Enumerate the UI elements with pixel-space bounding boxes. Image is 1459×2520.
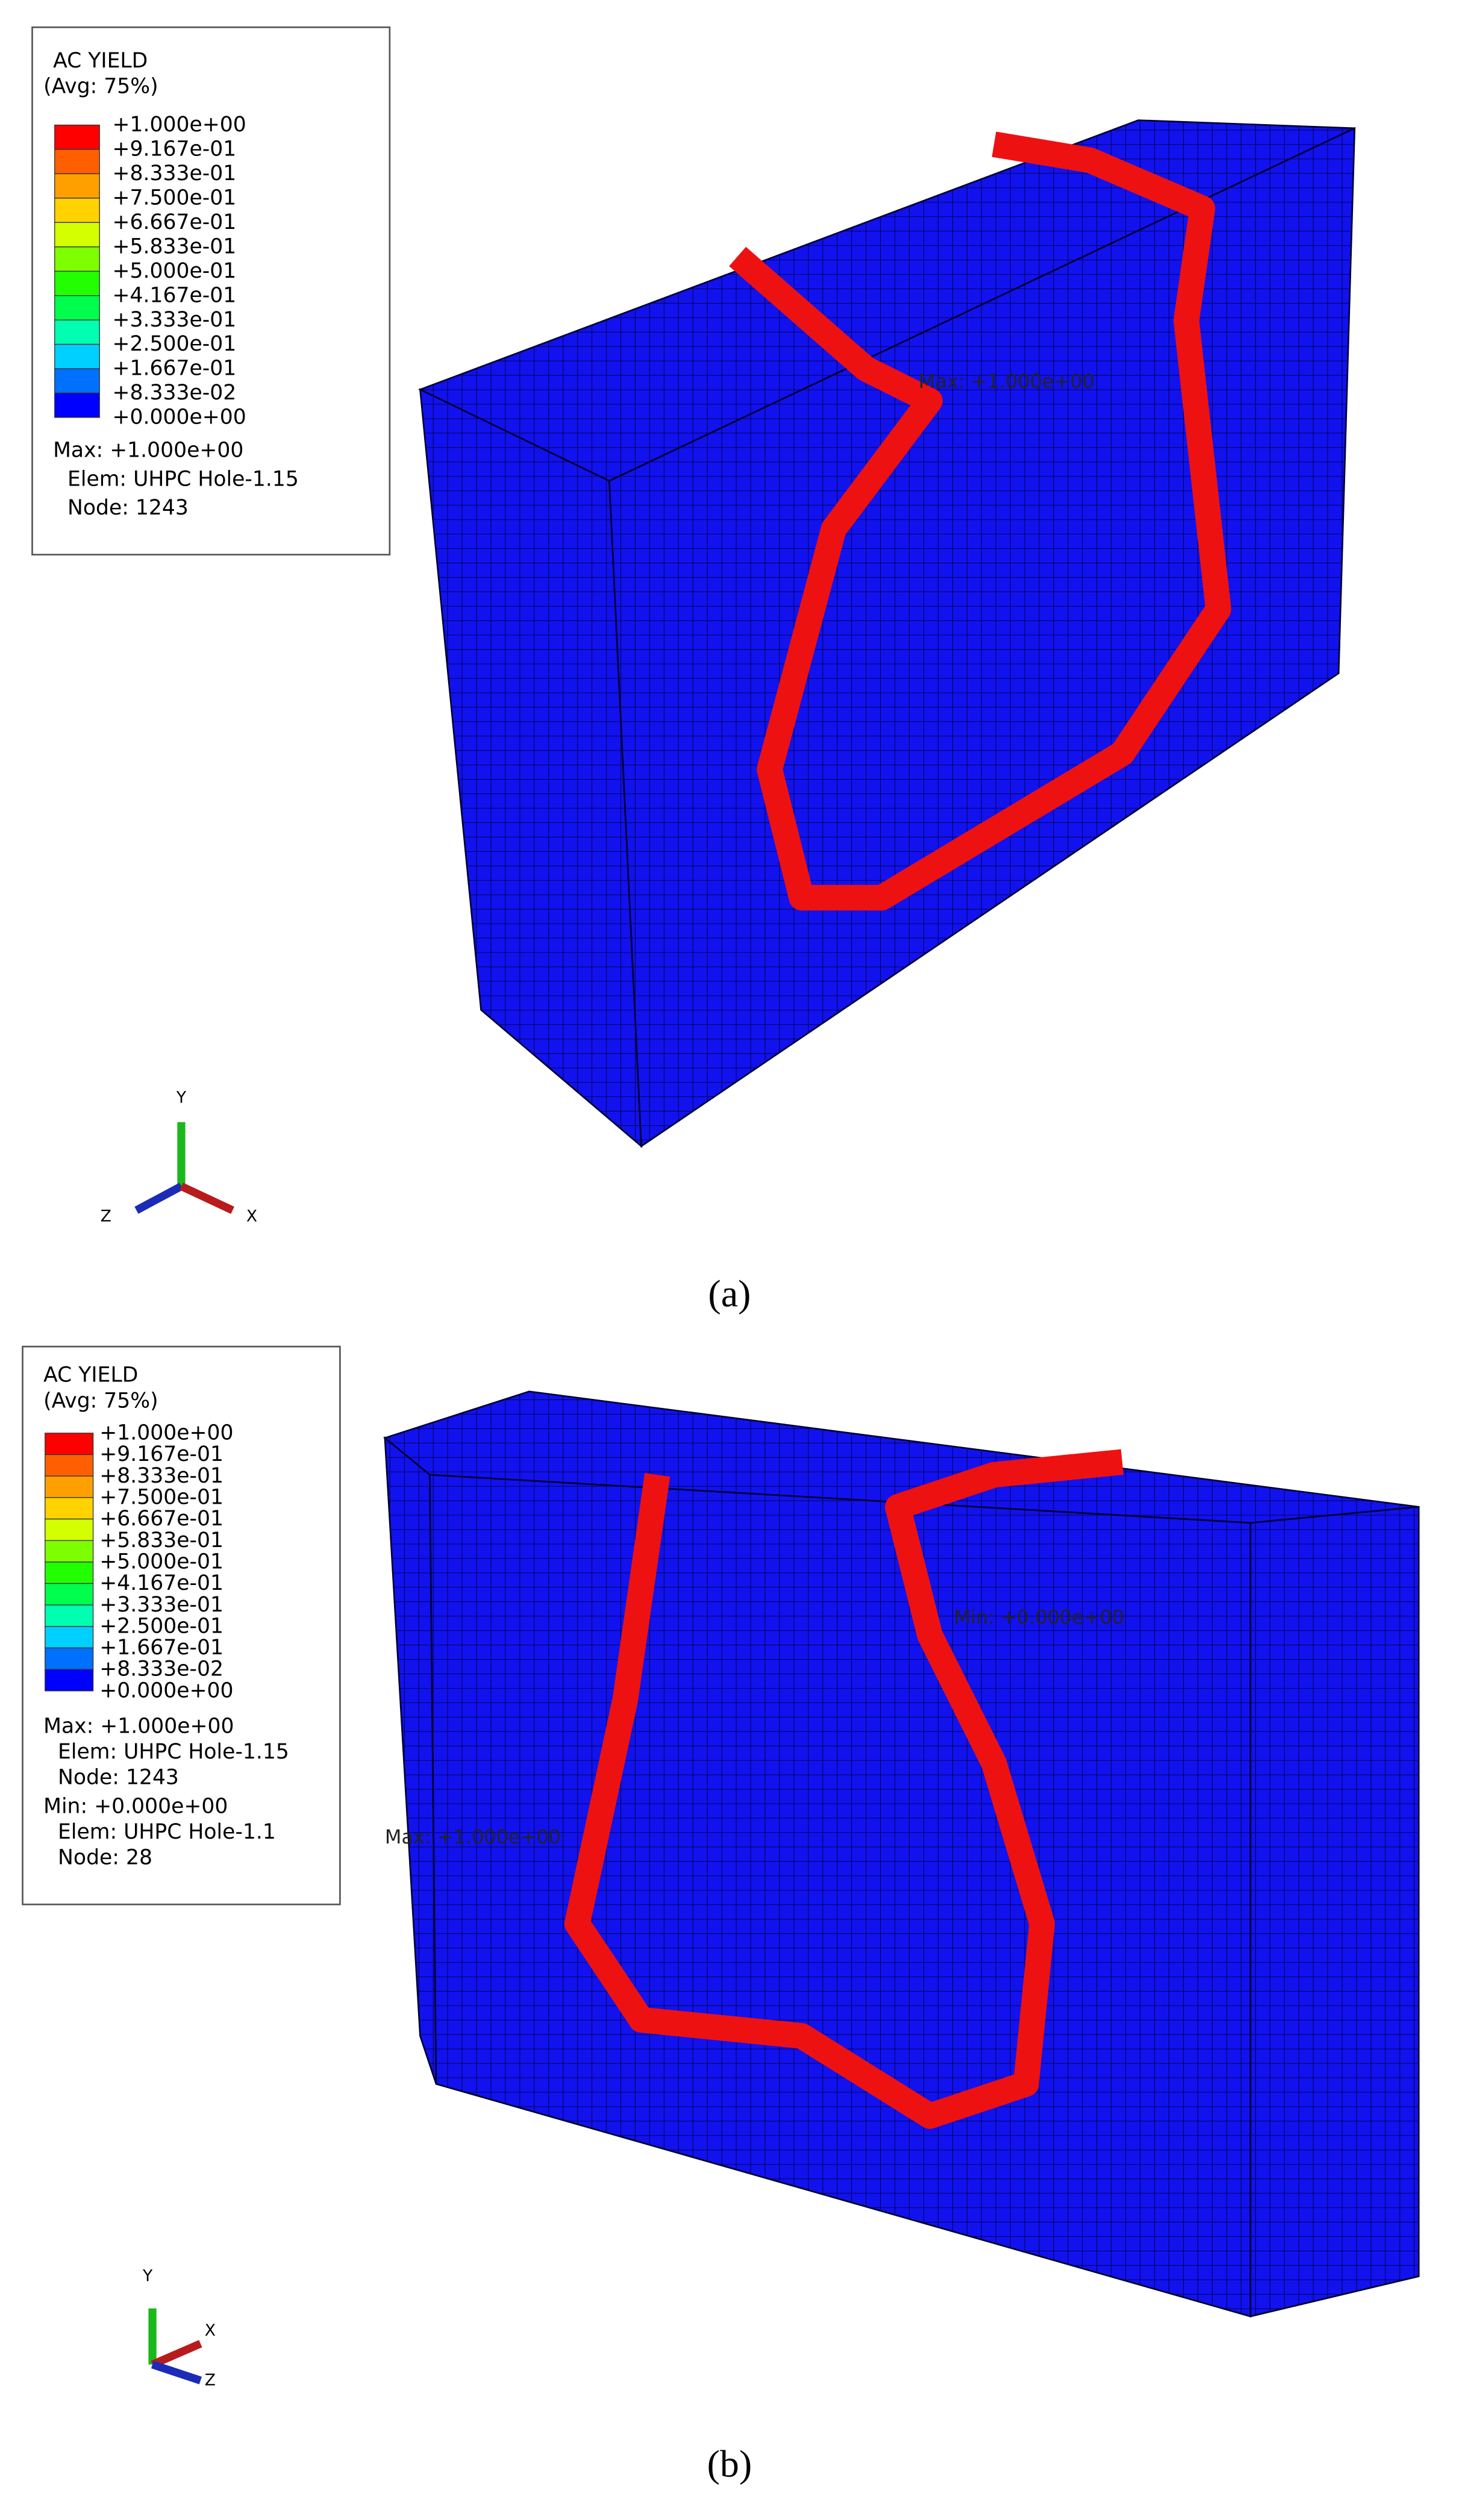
axis-label: Y xyxy=(142,2267,153,2286)
legend-level: +1.000e+00 xyxy=(99,1421,233,1445)
extreme-info: Max: +1.000e+00 xyxy=(43,1714,234,1738)
extreme-info: Max: +1.000e+00 xyxy=(53,438,243,462)
legend-level: +5.000e-01 xyxy=(113,259,237,283)
legend-level: +3.333e-01 xyxy=(99,1593,223,1617)
model-annotation: Max: +1.000e+00 xyxy=(385,1825,561,1848)
legend-level: +2.500e-01 xyxy=(113,332,237,356)
legend-level: +1.667e-01 xyxy=(113,357,237,381)
axis-arrow xyxy=(180,1183,234,1215)
legend-level: +5.000e-01 xyxy=(99,1549,223,1574)
legend-level: +4.167e-01 xyxy=(113,283,237,307)
legend-swatch xyxy=(54,149,100,175)
axis-label: Y xyxy=(176,1089,187,1107)
legend-swatch xyxy=(54,270,100,296)
legend-swatch xyxy=(54,295,100,320)
axis-label: Z xyxy=(101,1207,111,1226)
legend-subtitle: (Avg: 75%) xyxy=(43,74,158,98)
legend-swatch xyxy=(54,368,100,394)
legend-level: +6.667e-01 xyxy=(113,210,237,234)
legend-swatch xyxy=(54,246,100,272)
legend-swatch xyxy=(45,1433,94,1455)
mesh-face xyxy=(1249,1505,1420,2318)
legend-swatch xyxy=(54,343,100,369)
yield-band xyxy=(729,131,1231,911)
axis-label: Z xyxy=(205,2371,216,2389)
legend-swatch xyxy=(45,1626,94,1649)
extreme-info: Node: 28 xyxy=(58,1846,152,1870)
legend-swatch xyxy=(54,198,100,224)
legend-swatch xyxy=(45,1475,94,1498)
axis-label: X xyxy=(205,2321,216,2340)
legend-swatch xyxy=(45,1540,94,1563)
mesh-face xyxy=(384,1436,437,2084)
legend-level: +8.333e-02 xyxy=(99,1657,223,1681)
legend-swatch xyxy=(54,319,100,345)
legend-level: +8.333e-01 xyxy=(99,1464,223,1488)
legend-level: +9.167e-01 xyxy=(99,1442,223,1466)
extreme-info: Elem: UHPC Hole-1.15 xyxy=(67,467,299,491)
legend-swatch xyxy=(45,1669,94,1692)
mesh-face xyxy=(429,1474,1252,2318)
axis-arrow xyxy=(151,2360,202,2384)
legend-level: +6.667e-01 xyxy=(99,1507,223,1531)
legend-swatch xyxy=(54,173,100,199)
model-annotation: Min: +0.000e+00 xyxy=(954,1606,1125,1629)
mesh-face xyxy=(419,388,643,1148)
axis-arrow xyxy=(151,2340,202,2368)
legend-swatch xyxy=(45,1647,94,1670)
legend-title: AC YIELD xyxy=(43,1363,138,1387)
legend-swatch xyxy=(54,222,100,248)
legend-subtitle: (Avg: 75%) xyxy=(43,1389,158,1413)
legend-swatch xyxy=(54,124,100,150)
legend-level: +9.167e-01 xyxy=(113,137,237,161)
legend-swatch xyxy=(45,1518,94,1541)
legend-swatch xyxy=(45,1562,94,1584)
legend-level: +7.500e-01 xyxy=(113,186,237,210)
legend-level: +0.000e+00 xyxy=(99,1678,233,1702)
legend-level: +5.833e-01 xyxy=(99,1528,223,1552)
extreme-info: Elem: UHPC Hole-1.1 xyxy=(58,1820,276,1844)
legend-level: +8.333e-01 xyxy=(113,161,237,186)
panel: AC YIELD(Avg: 75%)+1.000e+00+9.167e-01+8… xyxy=(22,1345,1420,2485)
yield-band xyxy=(564,1449,1124,2129)
legend-swatch xyxy=(45,1497,94,1520)
legend-level: +8.333e-02 xyxy=(113,381,237,405)
panel: AC YIELD(Avg: 75%)+1.000e+00+9.167e-01+8… xyxy=(31,26,1356,1315)
legend-swatch xyxy=(45,1604,94,1627)
legend-level: +4.167e-01 xyxy=(99,1571,223,1595)
legend-level: +7.500e-01 xyxy=(99,1485,223,1509)
extreme-info: Node: 1243 xyxy=(58,1766,179,1790)
extreme-info: Min: +0.000e+00 xyxy=(43,1795,228,1819)
caption: (b) xyxy=(707,2442,752,2485)
legend-level: +1.000e+00 xyxy=(113,113,246,137)
axis-label: X xyxy=(246,1207,257,1226)
axis-arrow xyxy=(134,1183,184,1214)
legend-swatch xyxy=(45,1583,94,1605)
legend-swatch xyxy=(45,1454,94,1477)
legend-level: +2.500e-01 xyxy=(99,1614,223,1638)
caption: (a) xyxy=(708,1272,751,1315)
legend-level: +5.833e-01 xyxy=(113,234,237,258)
legend-swatch xyxy=(54,392,100,418)
legend-level: +1.667e-01 xyxy=(99,1636,223,1660)
legend-title: AC YIELD xyxy=(53,49,148,73)
model-annotation: Max: +1.000e+00 xyxy=(919,370,1095,393)
legend-level: +0.000e+00 xyxy=(113,405,246,430)
extreme-info: Elem: UHPC Hole-1.15 xyxy=(58,1740,289,1764)
extreme-info: Node: 1243 xyxy=(67,496,189,520)
legend-level: +3.333e-01 xyxy=(113,308,237,332)
